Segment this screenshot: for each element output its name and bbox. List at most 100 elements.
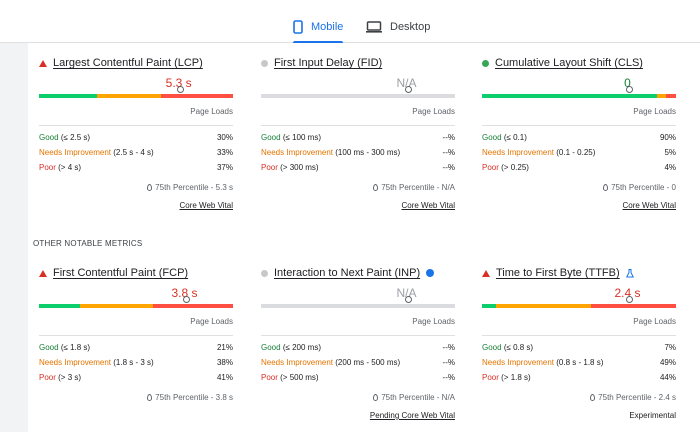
row-percent: --% [442,133,455,142]
poor-status-icon [39,59,47,67]
row-needs-improvement: Needs Improvement (2.5 s - 4 s) 33% [39,145,233,160]
metric-title-fid[interactable]: First Input Delay (FID) [274,57,383,69]
distribution-bar [261,296,455,308]
row-range: (≤ 2.5 s) [60,133,91,142]
info-icon[interactable] [426,269,435,277]
row-percent: --% [442,343,455,352]
percentile-line: 75th Percentile - 0 [482,183,676,195]
row-label: Needs Improvement (1.8 s - 3 s) [39,358,154,367]
active-tab-indicator [293,41,344,44]
flask-icon [625,268,634,277]
tab-desktop[interactable]: Desktop [366,12,430,42]
distribution-rows: Good (≤ 0.1) 90% Needs Improvement (0.1 … [482,130,676,175]
row-percent: 4% [664,163,676,172]
row-label: Needs Improvement (0.8 s - 1.8 s) [482,358,603,367]
row-needs-improvement: Needs Improvement (100 ms - 300 ms) --% [261,145,455,160]
metric-title-ttfb[interactable]: Time to First Byte (TTFB) [496,267,620,279]
metric-footer-ttfb: Experimental [629,411,676,420]
row-good: Good (≤ 2.5 s) 30% [39,130,233,145]
bar-poor-segment [590,304,676,308]
metric-title-inp[interactable]: Interaction to Next Paint (INP) [274,267,421,279]
metric-value-row: 0 [482,76,676,94]
page-loads-label: Page Loads [190,317,233,326]
metric-title-lcp[interactable]: Largest Contentful Paint (LCP) [53,57,203,69]
no-data-status-icon [261,59,268,67]
row-category: Good [261,133,281,142]
percentile-line: 75th Percentile - 3.8 s [39,393,233,405]
metric-value-inp: N/A [396,286,417,300]
row-category: Poor [482,373,499,382]
metric-footer-cls[interactable]: Core Web Vital [622,201,676,210]
row-range: (≤ 100 ms) [282,133,321,142]
row-label: Poor (> 3 s) [39,373,81,382]
bar-good-segment [39,94,98,98]
row-percent: --% [442,163,455,172]
metric-title-cls[interactable]: Cumulative Layout Shift (CLS) [495,57,643,69]
metric-footer-fid[interactable]: Core Web Vital [401,201,455,210]
row-good: Good (≤ 100 ms) --% [261,130,455,145]
row-category: Poor [261,373,278,382]
row-category: Poor [482,163,499,172]
row-percent: 49% [659,358,676,367]
location-pin-icon [603,184,609,191]
row-good: Good (≤ 1.8 s) 21% [39,340,233,355]
distribution-rows: Good (≤ 2.5 s) 30% Needs Improvement (2.… [39,130,233,175]
bar-needs-improvement-segment [79,304,154,308]
divider [39,125,233,126]
bar-poor-segment [666,94,676,98]
row-percent: --% [442,373,455,382]
distribution-bar [482,296,676,308]
row-range: (≤ 1.8 s) [60,343,91,352]
location-pin-icon [373,394,379,401]
metric-title-row: Interaction to Next Paint (INP) [261,266,455,280]
row-poor: Poor (> 300 ms) --% [261,160,455,175]
page-loads-label: Page Loads [190,107,233,116]
row-range: (0.8 s - 1.8 s) [556,358,604,367]
page-loads-label: Page Loads [633,317,676,326]
row-poor: Poor (> 4 s) 37% [39,160,233,175]
distribution-bar [39,86,233,98]
row-range: (≤ 200 ms) [282,343,321,352]
location-pin-icon [373,184,379,191]
tab-mobile[interactable]: Mobile [293,12,344,44]
row-category: Good [482,133,502,142]
metric-value-fcp: 3.8 s [171,286,198,300]
metric-footer-inp[interactable]: Pending Core Web Vital [369,411,455,420]
bar-needs-improvement-segment [495,304,591,308]
metric-fid: First Input Delay (FID) N/A Page Loads G… [261,56,455,210]
row-percent: 33% [216,148,233,157]
section-title-other-metrics: OTHER NOTABLE METRICS [33,239,143,248]
row-label: Poor (> 300 ms) [261,163,319,172]
distribution-bar [39,296,233,308]
metric-title-fcp[interactable]: First Contentful Paint (FCP) [53,267,189,279]
row-category: Needs Improvement [39,358,112,367]
poor-status-icon [482,269,490,277]
row-percent: 41% [216,373,233,382]
metric-footer-lcp[interactable]: Core Web Vital [179,201,233,210]
row-percent: 5% [664,148,676,157]
metric-inp: Interaction to Next Paint (INP) N/A Page… [261,266,455,420]
row-good: Good (≤ 200 ms) --% [261,340,455,355]
distribution-bar [261,86,455,98]
row-category: Poor [39,163,56,172]
row-label: Good (≤ 0.8 s) [482,343,533,352]
divider [39,335,233,336]
no-data-status-icon [261,269,268,277]
row-label: Needs Improvement (2.5 s - 4 s) [39,148,154,157]
metric-ttfb: Time to First Byte (TTFB) 2.4 s Page Loa… [482,266,676,420]
page-loads-label: Page Loads [412,107,455,116]
distribution-rows: Good (≤ 0.8 s) 7% Needs Improvement (0.8… [482,340,676,385]
divider [482,335,676,336]
row-label: Poor (> 0.25) [482,163,529,172]
row-range: (1.8 s - 3 s) [113,358,154,367]
metric-value-row: 5.3 s [39,76,233,94]
row-category: Good [39,133,59,142]
row-label: Good (≤ 1.8 s) [39,343,90,352]
row-needs-improvement: Needs Improvement (200 ms - 500 ms) --% [261,355,455,370]
metric-cls: Cumulative Layout Shift (CLS) 0 Page Loa… [482,56,676,210]
row-needs-improvement: Needs Improvement (0.1 - 0.25) 5% [482,145,676,160]
row-percent: 37% [216,163,233,172]
row-poor: Poor (> 3 s) 41% [39,370,233,385]
row-label: Good (≤ 100 ms) [261,133,321,142]
percentile-text: 75th Percentile - 3.8 s [155,393,233,402]
